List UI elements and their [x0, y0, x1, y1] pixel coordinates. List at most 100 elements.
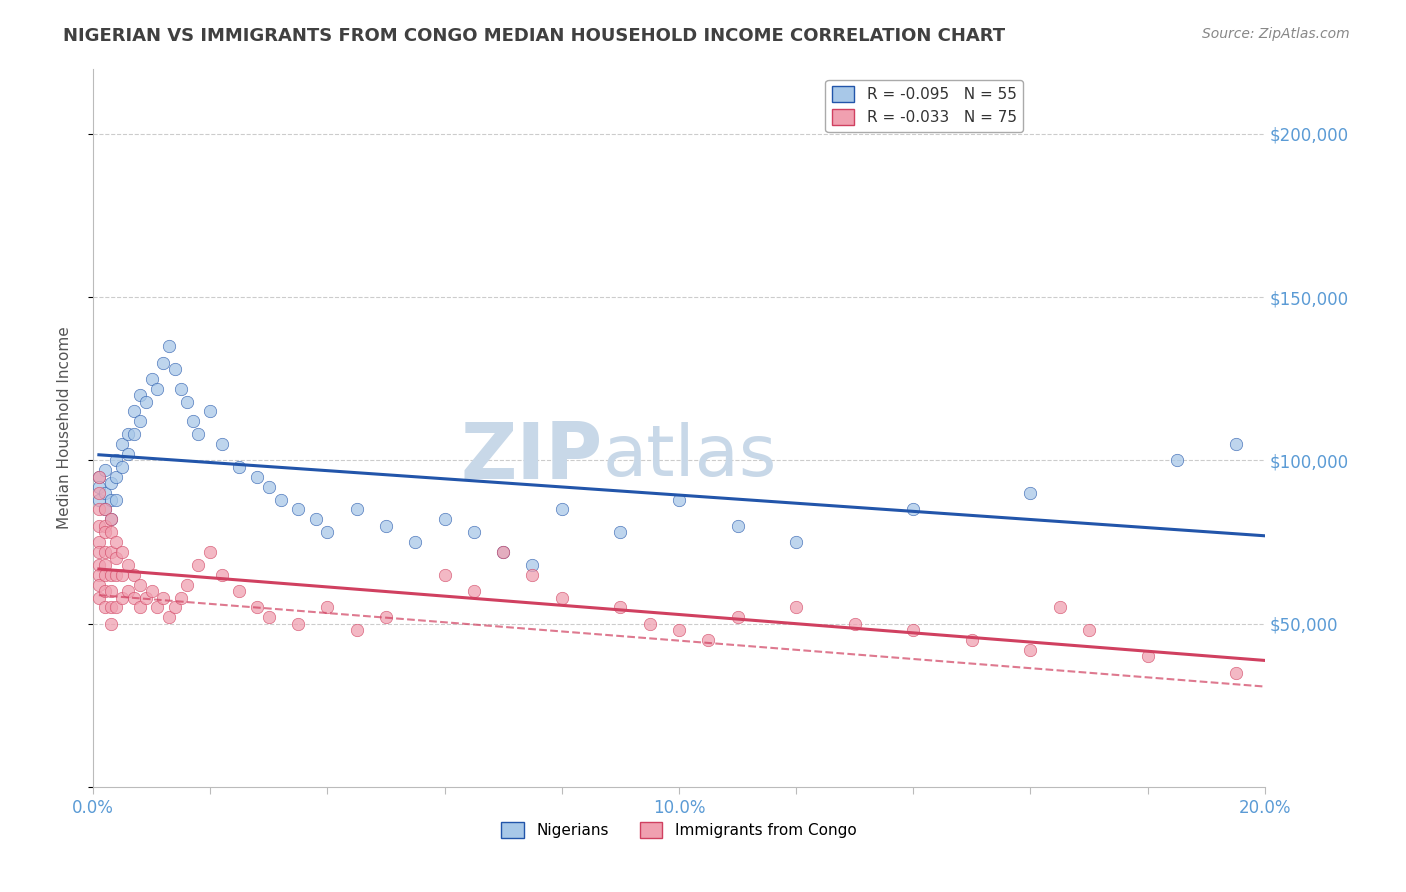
Point [100, 492, 122, 507]
Point [111, 437, 134, 451]
Point [1049, 600, 1071, 615]
Point [228, 584, 250, 599]
Point [287, 616, 309, 631]
Text: NIGERIAN VS IMMIGRANTS FROM CONGO MEDIAN HOUSEHOLD INCOME CORRELATION CHART: NIGERIAN VS IMMIGRANTS FROM CONGO MEDIAN… [63, 27, 1005, 45]
Point [375, 518, 398, 533]
Point [1136, 649, 1159, 664]
Point [87, 470, 110, 484]
Point [141, 372, 163, 386]
Point [228, 460, 250, 475]
Point [100, 512, 122, 526]
Point [111, 567, 134, 582]
Point [100, 476, 122, 491]
Point [87, 486, 110, 500]
Point [93, 600, 115, 615]
Point [316, 600, 339, 615]
Text: ZIP: ZIP [461, 418, 603, 494]
Point [257, 610, 280, 624]
Point [93, 567, 115, 582]
Point [111, 591, 134, 605]
Point [117, 447, 139, 461]
Point [87, 480, 110, 494]
Point [105, 600, 128, 615]
Point [87, 492, 110, 507]
Point [346, 502, 368, 516]
Point [1225, 665, 1247, 680]
Point [93, 525, 115, 540]
Point [551, 502, 574, 516]
Point [198, 545, 221, 559]
Point [87, 558, 110, 572]
Point [111, 460, 134, 475]
Point [163, 362, 186, 376]
Point [903, 502, 925, 516]
Point [93, 502, 115, 516]
Point [270, 492, 292, 507]
Point [93, 545, 115, 559]
Point [287, 502, 309, 516]
Point [551, 591, 574, 605]
Y-axis label: Median Household Income: Median Household Income [58, 326, 72, 529]
Point [93, 463, 115, 477]
Point [146, 600, 169, 615]
Point [176, 577, 198, 591]
Point [198, 404, 221, 418]
Point [433, 512, 456, 526]
Point [117, 584, 139, 599]
Point [93, 518, 115, 533]
Point [135, 394, 157, 409]
Point [105, 535, 128, 549]
Point [105, 470, 128, 484]
Point [87, 567, 110, 582]
Point [128, 414, 150, 428]
Point [609, 525, 631, 540]
Point [100, 616, 122, 631]
Point [346, 624, 368, 638]
Point [187, 558, 209, 572]
Point [100, 525, 122, 540]
Point [87, 535, 110, 549]
Point [1019, 486, 1042, 500]
Point [316, 525, 339, 540]
Point [522, 567, 544, 582]
Point [211, 567, 233, 582]
Point [122, 591, 145, 605]
Point [1166, 453, 1188, 467]
Point [305, 512, 328, 526]
Point [1019, 643, 1042, 657]
Point [1078, 624, 1101, 638]
Point [697, 633, 720, 648]
Point [211, 437, 233, 451]
Point [93, 486, 115, 500]
Point [87, 470, 110, 484]
Point [93, 502, 115, 516]
Point [257, 480, 280, 494]
Point [100, 584, 122, 599]
Point [117, 427, 139, 442]
Point [463, 525, 485, 540]
Point [844, 616, 866, 631]
Point [141, 584, 163, 599]
Point [727, 518, 749, 533]
Point [87, 502, 110, 516]
Point [960, 633, 983, 648]
Point [105, 492, 128, 507]
Point [492, 545, 515, 559]
Point [903, 624, 925, 638]
Point [375, 610, 398, 624]
Point [785, 535, 807, 549]
Point [93, 584, 115, 599]
Point [785, 600, 807, 615]
Point [163, 600, 186, 615]
Point [87, 577, 110, 591]
Point [170, 591, 193, 605]
Point [87, 591, 110, 605]
Point [128, 600, 150, 615]
Point [105, 453, 128, 467]
Point [609, 600, 631, 615]
Point [157, 610, 180, 624]
Point [404, 535, 426, 549]
Point [100, 600, 122, 615]
Point [128, 577, 150, 591]
Point [105, 551, 128, 566]
